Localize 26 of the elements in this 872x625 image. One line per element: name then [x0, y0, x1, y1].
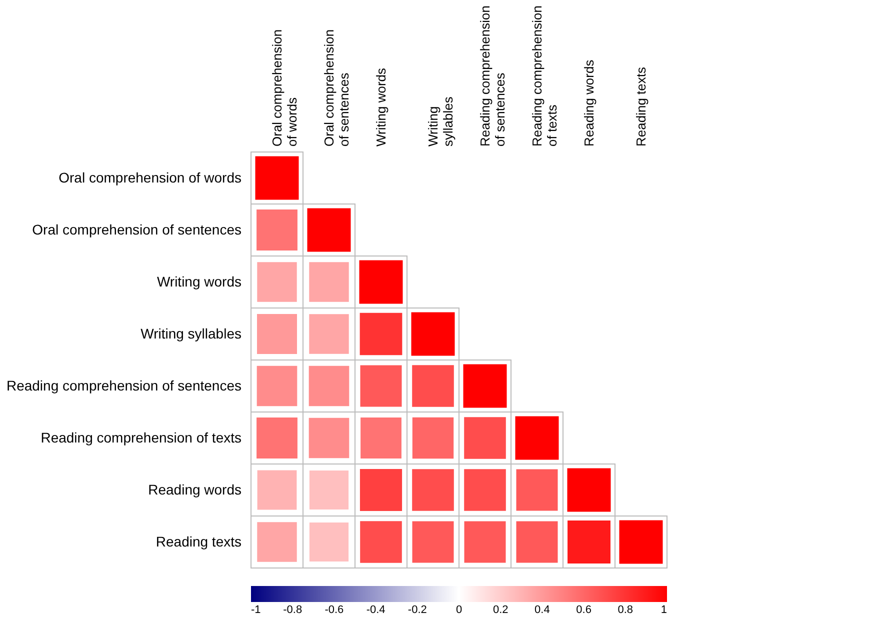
x-tick-label: Reading comprehension of sentences [478, 6, 508, 146]
y-tick-label: Reading comprehension of sentences [6, 378, 242, 394]
color-bar-label: 0 [456, 604, 462, 616]
y-tick-label: Writing syllables [140, 326, 242, 342]
y-tick-label: Reading words [148, 482, 242, 498]
color-bar-label: 0.6 [576, 604, 592, 616]
color-bar-label: -0.2 [408, 604, 427, 616]
color-bar-label: 0.4 [534, 604, 550, 616]
color-bar-label: 1 [660, 604, 667, 616]
x-tick-label: Reading words [582, 59, 596, 146]
x-tick-label: Oral comprehension of sentences [322, 29, 352, 146]
y-tick-label: Reading comprehension of texts [40, 430, 242, 446]
y-tick-label: Writing words [156, 274, 242, 290]
x-tick-label: Writing words [374, 68, 388, 146]
color-bar-label: 0.8 [618, 604, 634, 616]
color-bar-label: -0.6 [324, 604, 344, 616]
x-tick-label: Reading comprehension of texts [530, 6, 560, 146]
color-bar-label: 0.2 [492, 604, 508, 616]
y-tick-label: Oral comprehension of sentences [32, 222, 242, 238]
x-tick-label: Reading texts [634, 66, 648, 146]
y-tick-label: Oral comprehension of words [58, 170, 242, 186]
color-bar-label: -0.8 [283, 604, 302, 616]
x-tick-label: Writing syllables [426, 96, 456, 146]
color-bar-label: -0.4 [366, 604, 386, 616]
y-tick-label: Reading texts [156, 534, 242, 550]
color-bar-label: -1 [251, 604, 261, 616]
